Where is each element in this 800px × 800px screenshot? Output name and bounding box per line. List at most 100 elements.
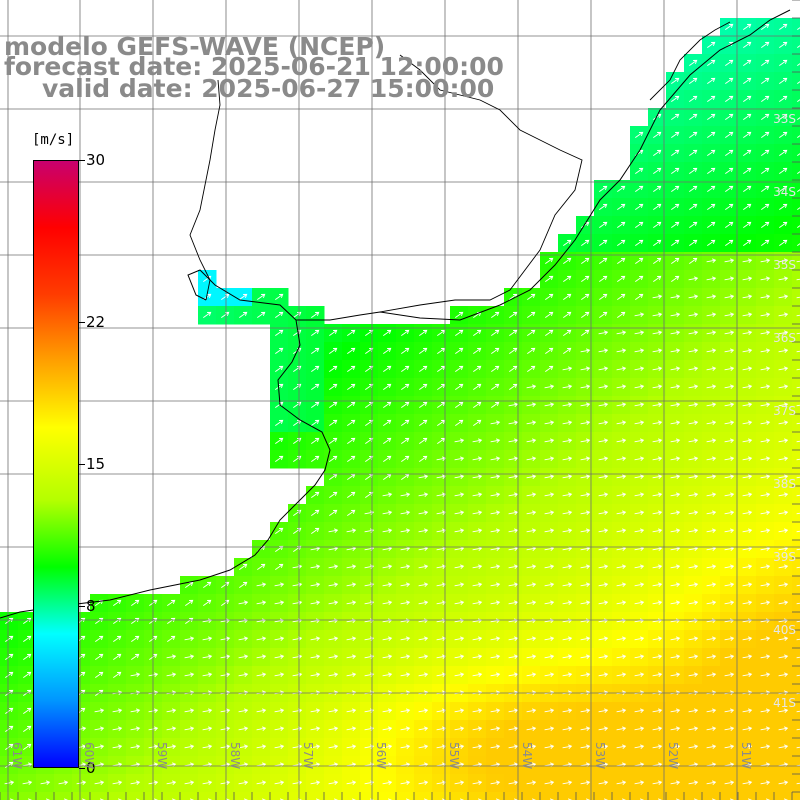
wind-arrow <box>706 384 717 390</box>
wind-arrow <box>256 600 267 606</box>
wind-arrow <box>346 672 357 678</box>
wind-speed-cell <box>396 792 415 800</box>
wind-arrow <box>742 384 753 390</box>
wind-arrow <box>5 761 14 768</box>
wind-arrow <box>311 455 320 462</box>
wind-arrow <box>454 492 465 498</box>
wind-arrow <box>382 780 393 786</box>
wind-arrow <box>634 456 645 462</box>
wind-arrow <box>671 221 680 228</box>
wind-speed-cell <box>792 54 800 73</box>
wind-arrow <box>760 312 771 318</box>
wind-arrow <box>454 600 465 606</box>
wind-speed-cell <box>792 540 800 559</box>
wind-arrow <box>544 654 555 660</box>
wind-arrow <box>706 492 717 498</box>
wind-arrow <box>166 780 177 786</box>
wind-arrow <box>472 726 483 732</box>
wind-arrow <box>275 401 284 408</box>
wind-speed-cell <box>792 432 800 451</box>
wind-arrow <box>473 419 482 426</box>
wind-arrow <box>635 293 644 300</box>
wind-arrow <box>743 131 752 138</box>
wind-arrow <box>184 780 195 786</box>
wind-arrow <box>653 203 662 210</box>
wind-arrow <box>724 420 735 426</box>
wind-arrow <box>382 636 393 642</box>
wind-arrow <box>652 510 663 516</box>
wind-arrow <box>562 420 573 426</box>
wind-arrow <box>671 95 680 102</box>
wind-speed-cell <box>792 792 800 800</box>
wind-arrow <box>635 203 644 210</box>
wind-arrow <box>491 329 500 336</box>
wind-arrow <box>185 581 194 588</box>
wind-arrow <box>454 636 465 642</box>
wind-speed-cell <box>594 792 613 800</box>
wind-arrow <box>167 617 176 624</box>
wind-arrow <box>779 149 788 156</box>
wind-speed-cell <box>792 738 800 757</box>
wind-arrow <box>598 366 609 372</box>
wind-arrow <box>778 672 789 678</box>
wind-arrow <box>544 510 555 516</box>
wind-arrow <box>599 311 608 318</box>
wind-arrow <box>617 185 626 192</box>
wind-arrow <box>616 654 627 660</box>
wind-arrow <box>598 564 609 570</box>
wind-arrow <box>671 167 680 174</box>
wind-arrow <box>351 798 357 800</box>
wind-arrow <box>293 437 302 444</box>
wind-arrow <box>743 239 752 246</box>
wind-arrow <box>616 510 627 516</box>
wind-arrow <box>616 348 627 354</box>
wind-arrow <box>657 798 663 800</box>
wind-arrow <box>418 708 429 714</box>
wind-arrow <box>724 348 735 354</box>
wind-arrow <box>653 275 662 282</box>
wind-arrow <box>40 780 51 786</box>
wind-arrow <box>23 743 32 750</box>
wind-arrow <box>166 726 177 732</box>
wind-arrow <box>778 276 789 282</box>
wind-arrow <box>616 636 627 642</box>
wind-speed-cell <box>18 792 37 800</box>
wind-arrow <box>797 207 800 210</box>
wind-arrow <box>508 420 519 426</box>
wind-arrow <box>760 780 771 786</box>
wind-arrow <box>652 726 663 732</box>
wind-arrow <box>5 635 14 642</box>
wind-arrow <box>329 383 338 390</box>
wind-arrow <box>347 509 356 516</box>
wind-arrow <box>545 257 554 264</box>
wind-arrow <box>742 636 753 642</box>
wind-speed-cell <box>702 792 721 800</box>
wind-arrow <box>112 744 123 750</box>
wind-arrow <box>670 780 681 786</box>
wind-arrow <box>670 708 681 714</box>
wind-arrow <box>238 780 249 786</box>
wind-arrow <box>616 528 627 534</box>
wind-arrow <box>63 798 69 800</box>
wind-arrow <box>617 275 626 282</box>
wind-arrow <box>670 654 681 660</box>
wind-arrow <box>688 402 699 408</box>
wind-arrow <box>562 492 573 498</box>
wind-arrow <box>544 420 555 426</box>
wind-arrow <box>724 438 735 444</box>
wind-arrow <box>526 438 537 444</box>
wind-arrow <box>761 149 770 156</box>
wind-arrow <box>472 672 483 678</box>
wind-arrow <box>347 383 356 390</box>
wind-arrow <box>778 258 789 264</box>
wind-arrow <box>113 671 122 678</box>
wind-arrow <box>454 744 465 750</box>
wind-arrow <box>23 725 32 732</box>
wind-arrow <box>706 582 717 588</box>
wind-arrow <box>797 45 800 48</box>
wind-arrow <box>761 221 770 228</box>
wind-arrow <box>274 708 285 714</box>
wind-arrow <box>563 293 572 300</box>
wind-arrow <box>580 726 591 732</box>
